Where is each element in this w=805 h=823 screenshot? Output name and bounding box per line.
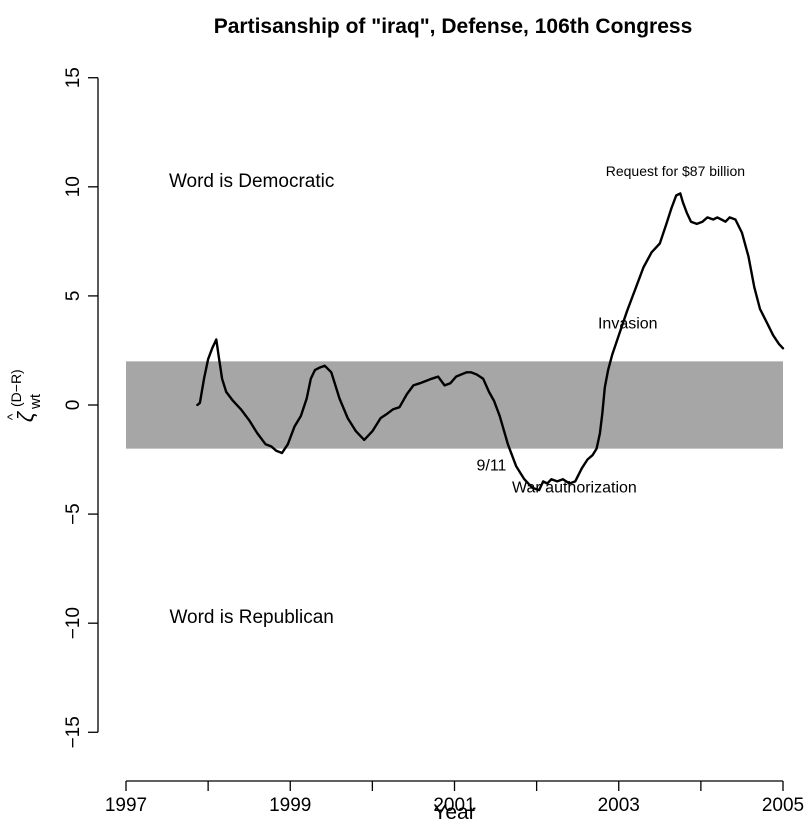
y-tick-label--5: −5 xyxy=(63,503,84,525)
annotation-2: War authorization xyxy=(512,479,637,496)
y-axis-title-hat: ^ xyxy=(4,413,20,420)
x-tick-label-1997: 1997 xyxy=(105,795,147,816)
y-tick-label--15: −15 xyxy=(63,716,84,748)
annotation-0: Request for $87 billion xyxy=(606,163,745,179)
x-tick-label-2005: 2005 xyxy=(762,795,804,816)
axes-layer: 1997 1999 2001 2003 2005 −15 −10 −5 0 5 10 15 xyxy=(63,67,804,816)
y-tick-label--10: −10 xyxy=(63,607,84,639)
region-label-1: Word is Republican xyxy=(169,607,333,628)
y-axis-title: ^ ζ wt (D−R) xyxy=(4,369,44,422)
y-tick-label-5: 5 xyxy=(63,291,84,302)
y-axis-title-superscript: (D−R) xyxy=(8,369,24,407)
y-axis-title-symbol: ζ xyxy=(13,410,38,422)
annotation-layer: Word is Democratic Word is Republican Requ… xyxy=(169,163,745,628)
x-tick-label-2003: 2003 xyxy=(598,795,640,816)
x-tick-label-2001: 2001 xyxy=(433,795,475,816)
y-tick-label-15: 15 xyxy=(63,67,84,88)
chart-title: Partisanship of "iraq", Defense, 106th C… xyxy=(214,15,693,38)
series-line-0 xyxy=(196,192,785,492)
region-label-0: Word is Democratic xyxy=(169,171,334,192)
y-tick-label-10: 10 xyxy=(63,176,84,197)
gray-band-layer xyxy=(126,361,783,449)
annotation-3: 9/11 xyxy=(476,457,506,474)
x-tick-label-1999: 1999 xyxy=(269,795,311,816)
annotation-1: Invasion xyxy=(598,316,658,333)
x-axis-title: Year xyxy=(433,801,475,823)
gray-band xyxy=(126,361,783,449)
y-axis-title-subscript: wt xyxy=(27,393,44,410)
series-layer xyxy=(196,192,785,492)
y-tick-label-0: 0 xyxy=(63,400,84,411)
